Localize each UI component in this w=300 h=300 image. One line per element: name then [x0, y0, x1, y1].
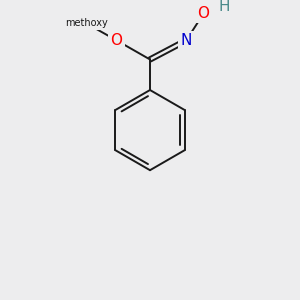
Text: N: N	[181, 33, 192, 48]
Text: methoxy: methoxy	[65, 18, 107, 28]
Text: O: O	[197, 6, 209, 21]
Text: O: O	[111, 33, 123, 48]
Text: H: H	[219, 0, 230, 14]
